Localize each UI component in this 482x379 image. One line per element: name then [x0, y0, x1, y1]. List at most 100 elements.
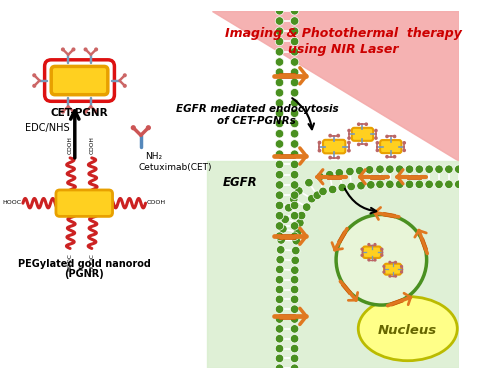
Circle shape — [275, 201, 284, 210]
Circle shape — [290, 211, 299, 220]
Circle shape — [435, 165, 443, 174]
Circle shape — [376, 142, 378, 144]
Circle shape — [275, 295, 284, 304]
Circle shape — [292, 246, 300, 255]
Circle shape — [277, 236, 285, 244]
Circle shape — [290, 305, 299, 313]
Text: CET-PGNR: CET-PGNR — [51, 108, 108, 117]
Text: Nucleus: Nucleus — [378, 324, 437, 337]
Circle shape — [275, 78, 284, 87]
Circle shape — [290, 47, 299, 56]
Circle shape — [328, 185, 337, 194]
Text: (PGNR): (PGNR) — [65, 269, 104, 279]
Text: COOH: COOH — [147, 200, 166, 205]
Circle shape — [275, 130, 284, 138]
Text: EDC/NHS: EDC/NHS — [25, 123, 69, 133]
Circle shape — [290, 140, 299, 148]
Circle shape — [405, 165, 414, 174]
Circle shape — [405, 180, 414, 189]
Circle shape — [368, 244, 370, 246]
Circle shape — [335, 169, 344, 177]
Circle shape — [290, 78, 299, 87]
Circle shape — [275, 181, 284, 189]
Circle shape — [365, 123, 367, 125]
Circle shape — [302, 203, 311, 211]
Circle shape — [275, 37, 284, 46]
Circle shape — [295, 219, 304, 227]
Circle shape — [290, 130, 299, 138]
Circle shape — [275, 265, 284, 274]
Circle shape — [393, 155, 396, 158]
Circle shape — [348, 129, 350, 132]
Circle shape — [290, 37, 299, 46]
Ellipse shape — [358, 296, 457, 361]
Circle shape — [33, 85, 36, 87]
Polygon shape — [383, 212, 396, 218]
Circle shape — [275, 232, 284, 240]
Circle shape — [72, 48, 75, 51]
Circle shape — [72, 110, 75, 113]
Circle shape — [374, 244, 376, 246]
Circle shape — [355, 166, 364, 175]
Circle shape — [275, 58, 284, 66]
Circle shape — [279, 225, 287, 233]
Circle shape — [361, 248, 363, 250]
Circle shape — [313, 191, 321, 199]
Circle shape — [383, 266, 385, 267]
Circle shape — [275, 315, 284, 323]
Circle shape — [444, 165, 453, 174]
Circle shape — [361, 254, 363, 256]
Circle shape — [290, 68, 299, 77]
Polygon shape — [390, 299, 403, 306]
Text: HOOC: HOOC — [2, 200, 21, 205]
Circle shape — [275, 285, 284, 294]
Circle shape — [290, 109, 299, 117]
Circle shape — [290, 6, 299, 15]
Circle shape — [275, 68, 284, 77]
Circle shape — [290, 232, 299, 240]
Circle shape — [275, 27, 284, 36]
FancyBboxPatch shape — [363, 246, 381, 258]
Circle shape — [308, 194, 316, 203]
Circle shape — [290, 195, 298, 204]
FancyBboxPatch shape — [56, 190, 112, 216]
Circle shape — [316, 172, 324, 181]
Circle shape — [386, 155, 388, 158]
Circle shape — [389, 262, 391, 263]
Circle shape — [95, 110, 97, 113]
Circle shape — [290, 160, 299, 169]
Circle shape — [348, 141, 350, 144]
Circle shape — [281, 215, 290, 224]
Text: NH₂: NH₂ — [146, 152, 162, 161]
Circle shape — [386, 165, 394, 174]
Circle shape — [290, 181, 299, 189]
Text: EGFR mediated endocytosis: EGFR mediated endocytosis — [175, 104, 338, 114]
Circle shape — [147, 126, 150, 130]
Circle shape — [375, 137, 377, 139]
Circle shape — [376, 165, 384, 174]
Circle shape — [401, 271, 402, 273]
Circle shape — [290, 354, 299, 363]
Text: COOH: COOH — [67, 136, 73, 154]
Circle shape — [336, 215, 427, 305]
Circle shape — [368, 259, 370, 261]
Circle shape — [84, 48, 87, 51]
Circle shape — [84, 110, 87, 113]
Circle shape — [374, 259, 376, 261]
Circle shape — [455, 180, 463, 189]
Circle shape — [290, 315, 299, 323]
Circle shape — [295, 186, 303, 195]
Circle shape — [415, 180, 424, 189]
Circle shape — [290, 88, 299, 97]
Circle shape — [357, 182, 365, 190]
Circle shape — [275, 305, 284, 313]
Circle shape — [62, 110, 64, 113]
Circle shape — [381, 248, 383, 250]
Polygon shape — [279, 314, 295, 319]
Circle shape — [381, 254, 383, 256]
Circle shape — [275, 171, 284, 179]
FancyBboxPatch shape — [380, 140, 402, 153]
Circle shape — [358, 143, 360, 146]
Circle shape — [276, 255, 284, 264]
Circle shape — [277, 246, 285, 254]
